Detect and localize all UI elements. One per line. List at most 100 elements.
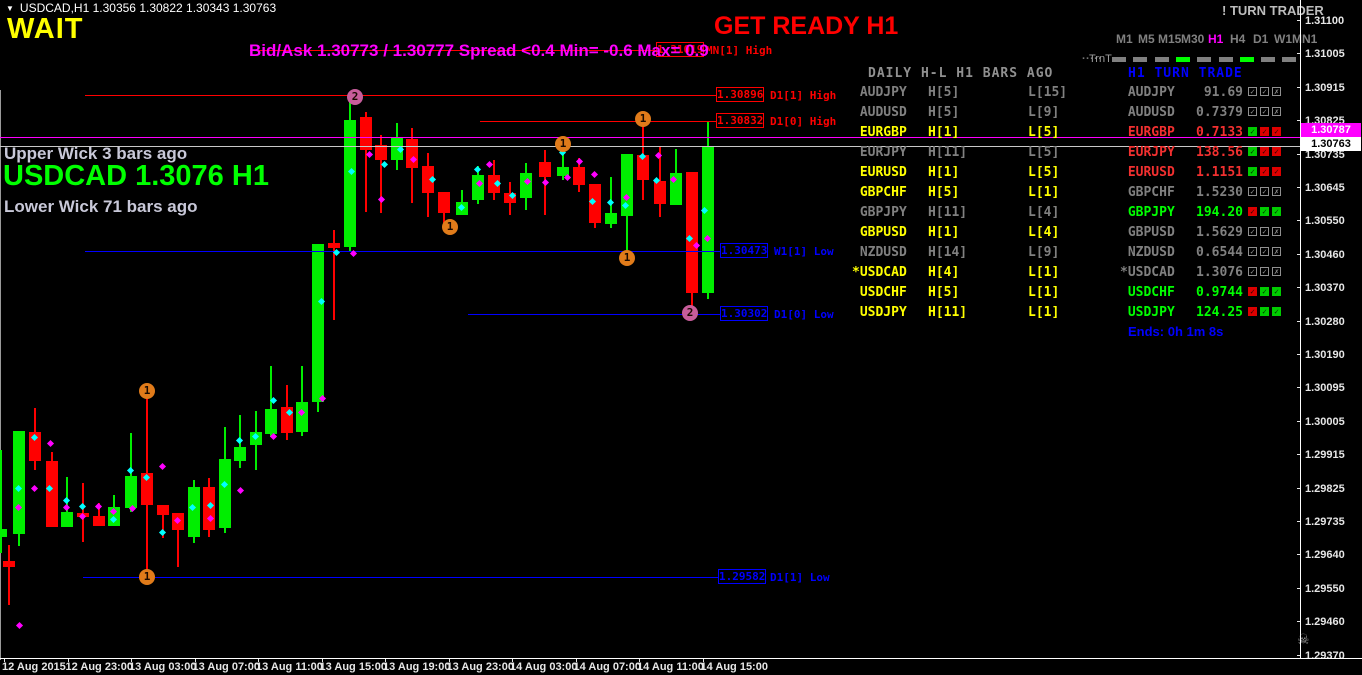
bid-ask-spread-label: Bid/Ask 1.30773 / 1.30777 Spread <0.4 Mi… [249,41,709,60]
candle-wick [301,366,303,436]
signal-checkbox[interactable]: ✓ [1248,167,1257,176]
timeframe-button-d1[interactable]: D1 [1253,32,1269,46]
signal-checkbox[interactable]: ✓ [1272,307,1281,316]
price-axis-label: 1.30915 [1305,81,1345,94]
timeframe-button-m30[interactable]: M30 [1181,32,1205,46]
candle-body [375,145,387,160]
signal-checkbox[interactable]: ✗ [1272,107,1281,116]
signal-checkbox[interactable]: ✓ [1260,147,1269,156]
signal-checkbox[interactable]: ✓ [1248,127,1257,136]
pair-name-cell: NZDUSD [852,245,907,260]
panel-drag-handle[interactable]: ..... [1082,50,1103,62]
signal-checkbox[interactable]: ✓ [1260,267,1269,276]
signal-checkbox[interactable]: ✓ [1248,287,1257,296]
signal-checkbox[interactable]: ✓ [1272,287,1281,296]
timeframe-button-m5[interactable]: M5 [1138,32,1155,46]
signal-checkbox[interactable]: ✓ [1272,167,1281,176]
signal-circle-marker: 2 [682,305,698,321]
candle-body [312,244,324,402]
signal-circle-marker: 1 [139,383,155,399]
timeframe-button-h4[interactable]: H4 [1230,32,1246,46]
signal-checkbox[interactable]: ✗ [1272,267,1281,276]
level-line[interactable] [85,95,716,96]
time-axis-tick [67,658,69,662]
price-axis-label: 1.30280 [1305,315,1345,328]
timeframe-button-m15[interactable]: M15 [1158,32,1182,46]
signal-checkbox[interactable]: ✗ [1272,187,1281,196]
time-axis-tick [448,658,450,662]
daily-low-cell: L[1] [1028,185,1060,200]
timeframe-button-h1[interactable]: H1 [1208,32,1224,46]
daily-high-cell: H[4] [928,265,960,280]
signal-checkbox[interactable]: ✓ [1260,307,1269,316]
signal-checkbox[interactable]: ✗ [1272,87,1281,96]
magenta-diamond-marker [158,462,167,471]
price-axis-tick [1297,454,1301,456]
signal-checkbox[interactable]: ✓ [1260,227,1269,236]
time-axis-label: 14 Aug 03:00 [510,661,578,673]
signal-checkbox[interactable]: ✓ [1248,267,1257,276]
signal-checkbox[interactable]: ✓ [1260,167,1269,176]
signal-checkbox[interactable]: ✓ [1260,207,1269,216]
price-axis-tick [1297,554,1301,556]
timeframe-button-w1[interactable]: W1 [1274,32,1292,46]
signal-circle-marker: 1 [619,250,635,266]
level-line[interactable] [250,50,656,51]
title-bar: ▼ USDCAD,H1 1.30356 1.30822 1.30343 1.30… [6,1,276,15]
signal-checkbox[interactable]: ✓ [1248,207,1257,216]
level-line[interactable] [85,251,720,252]
price-axis-label: 1.30550 [1305,215,1345,228]
signal-checkbox[interactable]: ✓ [1248,107,1257,116]
time-axis-label: 12 Aug 23:00 [65,661,133,673]
daily-low-cell: L[15] [1028,85,1068,100]
time-axis-tick [512,658,513,662]
signal-checkbox[interactable]: ✓ [1260,247,1269,256]
timeframe-button-mn1[interactable]: MN1 [1292,32,1318,46]
signal-checkbox[interactable]: ✓ [1248,247,1257,256]
daily-hl-table-header: DAILY H-L H1 BARS AGO [868,66,1054,81]
signal-checkbox[interactable]: ✓ [1260,107,1269,116]
chart-area[interactable]: 1.31019 MN[1] High 1.30896 D1[1] High 1.3083… [0,0,1300,658]
turn-pair-cell: GBPUSD [1120,225,1175,240]
signal-checkbox[interactable]: ✓ [1260,187,1269,196]
price-axis-tick [1297,621,1301,623]
price-axis-tick [1297,153,1301,155]
signal-checkbox[interactable]: ✓ [1272,147,1281,156]
price-axis-label: 1.30370 [1305,282,1345,295]
signal-checkbox[interactable]: ✓ [1260,87,1269,96]
magenta-diamond-marker [269,432,278,441]
level-line[interactable] [468,314,720,315]
signal-checkbox[interactable]: ✓ [1248,187,1257,196]
signal-checkbox[interactable]: ✗ [1272,247,1281,256]
signal-checkbox[interactable]: ✓ [1260,127,1269,136]
candle-wick [333,230,335,320]
signal-checkbox[interactable]: ✓ [1248,307,1257,316]
signal-checkbox[interactable]: ✓ [1248,147,1257,156]
get-ready-label: GET READY H1 [714,12,899,40]
signal-checkbox[interactable]: ✓ [1248,87,1257,96]
level-line[interactable] [480,121,716,122]
chart-menu-arrow-icon[interactable]: ▼ [6,3,14,13]
symbol-price-label: USDCAD 1.3076 H1 [3,160,269,192]
trnt-state-bar [1112,57,1126,62]
timeframe-button-m1[interactable]: M1 [1116,32,1133,46]
signal-checkbox[interactable]: ✓ [1248,227,1257,236]
turn-pair-cell: EURUSD [1120,165,1175,180]
turn-pair-cell: EURGBP [1120,125,1175,140]
indicator-brand-label: ! TURN TRADER [1222,3,1324,18]
candle-wick [98,503,100,526]
magenta-diamond-marker [30,484,39,493]
level-name-label: D1[1] Low [770,571,830,584]
skull-icon: ☠ [1297,631,1310,647]
turn-pair-cell: GBPCHF [1120,185,1175,200]
time-axis-label: 13 Aug 11:00 [256,661,323,673]
level-line[interactable] [83,577,718,578]
time-axis-tick [702,658,704,662]
signal-checkbox[interactable]: ✓ [1272,127,1281,136]
price-axis-label: 1.30460 [1305,248,1345,261]
time-axis-label: 13 Aug 03:00 [129,661,197,673]
signal-checkbox[interactable]: ✗ [1272,227,1281,236]
signal-checkbox[interactable]: ✓ [1272,207,1281,216]
signal-checkbox[interactable]: ✓ [1260,287,1269,296]
